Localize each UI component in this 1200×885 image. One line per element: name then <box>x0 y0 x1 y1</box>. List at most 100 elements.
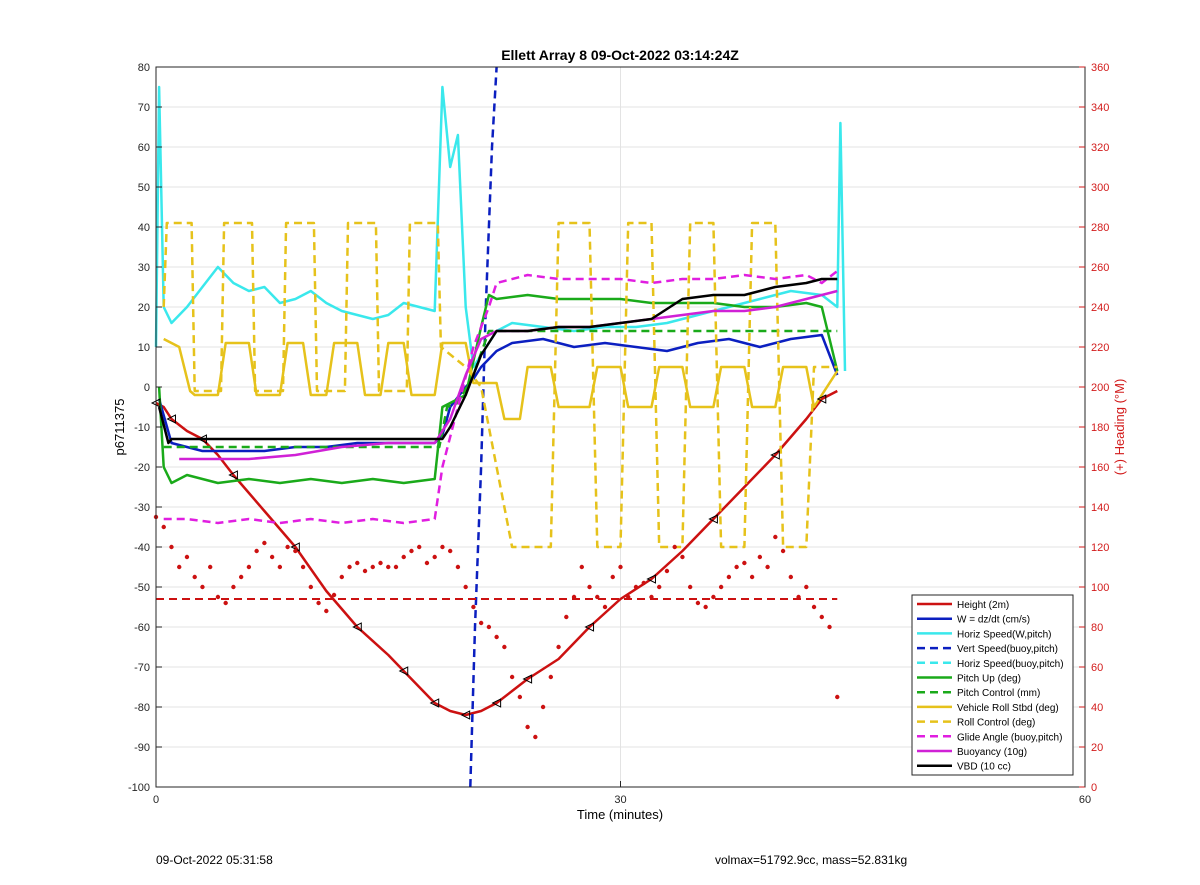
heading-dot <box>502 644 507 650</box>
y-tick-label: 10 <box>138 342 150 354</box>
y-tick-label: -10 <box>134 422 150 434</box>
heading-dot <box>177 564 182 570</box>
heading-dot <box>633 584 639 590</box>
y-tick-label: -80 <box>134 702 150 714</box>
x-tick-label: 0 <box>153 794 159 806</box>
y-right-tick-label: 160 <box>1091 462 1109 474</box>
y-tick-label: -100 <box>128 782 150 794</box>
heading-dot <box>680 554 685 560</box>
series-line-roll-control-deg <box>162 221 838 549</box>
legend-label: Pitch Up (deg) <box>957 674 1021 685</box>
heading-dot <box>819 614 824 620</box>
heading-dot <box>734 564 739 570</box>
y-tick-label: 20 <box>138 302 150 314</box>
heading-dot <box>757 554 763 560</box>
heading-dot <box>804 584 809 590</box>
x-tick-label: 30 <box>614 794 626 806</box>
y-tick-label: 50 <box>138 182 150 194</box>
heading-dot <box>254 548 259 554</box>
heading-dot <box>765 564 770 570</box>
series-line-vert-speed-buoy-pitch <box>469 66 498 788</box>
y-tick-label: 0 <box>144 382 150 394</box>
heading-dot <box>231 584 236 590</box>
height-marker <box>429 698 440 708</box>
heading-dot <box>780 548 786 554</box>
height-marker <box>398 666 409 676</box>
heading-dot <box>184 554 190 560</box>
heading-dot <box>486 624 492 630</box>
heading-dot <box>200 584 205 590</box>
heading-dot <box>355 560 360 566</box>
footer-volmax-mass: volmax=51792.9cc, mass=52.831kg <box>715 853 908 867</box>
y-right-tick-label: 100 <box>1091 582 1109 594</box>
heading-dot <box>618 564 623 570</box>
heading-dot <box>238 574 244 580</box>
heading-dot <box>161 524 166 530</box>
heading-dot <box>664 568 670 574</box>
height-marker <box>197 434 207 444</box>
heading-dot <box>827 624 832 630</box>
series-line-horiz-speed-w-pitch <box>154 85 847 372</box>
left-axis: -100-90-80-70-60-50-40-30-20-10010203040… <box>128 62 162 794</box>
y-tick-label: -70 <box>134 662 150 674</box>
y-tick-label: -50 <box>134 582 150 594</box>
heading-dot <box>378 560 383 566</box>
heading-dot <box>548 674 554 680</box>
heading-dot <box>362 568 368 574</box>
legend-label: Vehicle Roll Stbd (deg) <box>957 703 1059 714</box>
heading-dot <box>285 544 290 550</box>
heading-dot <box>455 564 461 570</box>
heading-dot <box>440 544 445 550</box>
heading-dot <box>564 614 569 620</box>
y-tick-label: 30 <box>138 262 150 274</box>
heading-dot <box>169 544 174 550</box>
heading-dot <box>525 724 530 730</box>
heading-dot <box>602 604 608 610</box>
heading-dot <box>494 634 499 640</box>
height-marker <box>460 710 471 720</box>
y-tick-label: -60 <box>134 622 150 634</box>
heading-dot <box>672 544 677 550</box>
heading-dot <box>432 554 437 560</box>
series-line-vbd-10-cc <box>157 277 838 445</box>
legend-label: Vert Speed(buoy,pitch) <box>957 644 1058 655</box>
height-marker <box>522 674 533 684</box>
heading-dot <box>215 594 221 600</box>
heading-dot <box>269 554 275 560</box>
y-right-tick-label: 220 <box>1091 342 1109 354</box>
heading-dot <box>262 540 267 546</box>
heading-dot <box>463 584 468 590</box>
y-tick-label: -20 <box>134 462 150 474</box>
y-right-tick-label: 140 <box>1091 502 1109 514</box>
height-marker <box>708 514 718 524</box>
heading-dot <box>409 548 414 554</box>
y-tick-label: 70 <box>138 102 150 114</box>
heading-dot <box>192 574 197 580</box>
right-axis: 0 20 40 60 80 100 120 140 160 180 200 220 240 260 280 3… <box>1079 62 1109 794</box>
heading-dot <box>331 592 337 598</box>
height-marker <box>646 574 656 584</box>
heading-dot <box>695 600 701 606</box>
chart-title: Ellett Array 8 09-Oct-2022 03:14:24Z <box>501 47 739 63</box>
heading-dot <box>347 564 352 570</box>
legend-label: Pitch Control (mm) <box>957 688 1040 699</box>
y-right-tick-label: 260 <box>1091 262 1109 274</box>
heading-dot <box>401 554 406 560</box>
heading-dot <box>478 620 484 626</box>
heading-dot <box>811 604 817 610</box>
heading-dot <box>517 694 523 700</box>
heading-dot <box>424 560 430 566</box>
heading-dot <box>641 580 646 586</box>
heading-dot <box>447 548 453 554</box>
heading-dot <box>246 564 252 570</box>
legend-label: Buoyancy (10g) <box>957 747 1027 758</box>
y-tick-label: 80 <box>138 62 150 74</box>
y-tick-label: -30 <box>134 502 150 514</box>
legend-label: VBD (10 cc) <box>957 762 1011 773</box>
heading-dot <box>687 584 693 590</box>
legend-box <box>911 594 1074 776</box>
heading-dot <box>540 704 546 710</box>
y-right-tick-label: 40 <box>1091 702 1103 714</box>
y-axis-label: p6711375 <box>112 399 127 456</box>
